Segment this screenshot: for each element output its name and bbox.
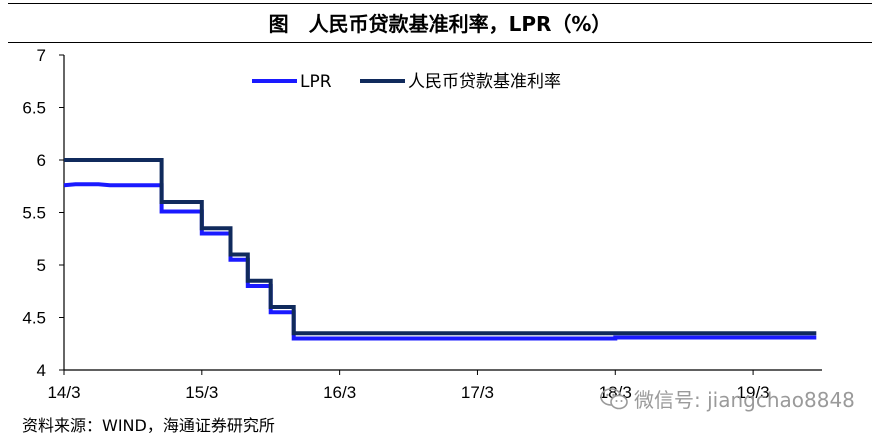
chart-lines bbox=[63, 158, 817, 341]
source-note: 资料来源：WIND，海通证券研究所 bbox=[22, 416, 275, 435]
chart-legend: LPR 人民币贷款基准利率 bbox=[252, 72, 561, 92]
y-tick-label: 5.5 bbox=[22, 204, 46, 223]
y-tick-label: 4 bbox=[37, 361, 46, 380]
y-tick-label: 7 bbox=[37, 46, 46, 65]
series-line bbox=[64, 158, 817, 336]
wechat-watermark: 微信号: jiangchao8848 bbox=[600, 384, 855, 413]
watermark-text: 微信号: jiangchao8848 bbox=[634, 388, 855, 412]
title-top-rule bbox=[8, 3, 872, 4]
legend-label: LPR bbox=[300, 72, 332, 92]
y-tick-label: 6.5 bbox=[22, 99, 46, 118]
series-line bbox=[63, 182, 817, 341]
x-tick-label: 14/3 bbox=[47, 383, 80, 402]
y-tick-label: 4.5 bbox=[22, 309, 46, 328]
title-bottom-rule bbox=[8, 42, 872, 43]
y-tick-label: 5 bbox=[37, 256, 46, 275]
legend-label: 人民币贷款基准利率 bbox=[408, 72, 561, 92]
x-tick-label: 15/3 bbox=[185, 383, 218, 402]
x-tick-label: 19/3 bbox=[737, 383, 770, 402]
x-tick-label: 17/3 bbox=[461, 383, 494, 402]
y-tick-label: 6 bbox=[37, 151, 46, 170]
wechat-icon bbox=[600, 387, 628, 409]
x-tick-label: 16/3 bbox=[323, 383, 356, 402]
chart-title: 图 人民币贷款基准利率，LPR（%） bbox=[268, 12, 612, 36]
